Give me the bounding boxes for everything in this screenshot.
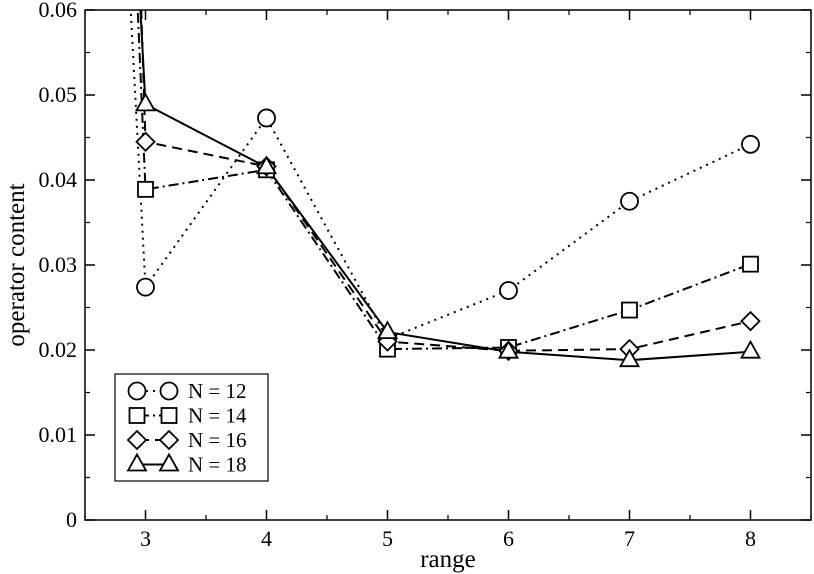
x-tick-label: 4 bbox=[261, 526, 272, 551]
data-point-triangle bbox=[376, 320, 399, 340]
legend-marker-circle bbox=[159, 381, 179, 401]
legend-marker-square bbox=[128, 407, 146, 424]
y-tick-label: 0 bbox=[66, 507, 77, 532]
series-markers bbox=[134, 92, 762, 368]
data-point-circle bbox=[741, 134, 760, 154]
data-point-square bbox=[621, 301, 638, 319]
axis-ticks: 0 0.01 0.02 0.03 0.04 0.05 0.06 3 4 5 6 7 8 bbox=[39, 0, 812, 551]
y-tick-label: 0.03 bbox=[39, 252, 78, 277]
y-tick-label: 0.02 bbox=[39, 337, 78, 362]
y-axis-label: operator content bbox=[3, 183, 30, 346]
x-tick-label: 5 bbox=[382, 526, 393, 551]
data-point-circle bbox=[136, 277, 155, 297]
data-point-diamond bbox=[740, 310, 761, 332]
legend-marker-square bbox=[160, 407, 178, 424]
legend-marker-diamond bbox=[126, 429, 148, 451]
legend-marker-triangle bbox=[126, 452, 148, 472]
series-line-circle bbox=[129, 10, 751, 341]
y-tick-label: 0.06 bbox=[39, 0, 78, 22]
legend-label: N = 18 bbox=[188, 453, 247, 477]
data-point-circle bbox=[620, 191, 639, 211]
legend-marker-triangle bbox=[158, 452, 180, 472]
data-point-square bbox=[137, 180, 154, 198]
data-point-diamond bbox=[135, 131, 156, 153]
x-tick-label: 7 bbox=[624, 526, 635, 551]
legend-marker-diamond bbox=[158, 429, 180, 451]
x-tick-label: 3 bbox=[140, 526, 151, 551]
legend: N = 12N = 14N = 16N = 18 bbox=[114, 373, 269, 482]
series-line-square bbox=[136, 10, 751, 351]
series-line-triangle bbox=[139, 10, 751, 362]
y-tick-label: 0.01 bbox=[39, 422, 78, 447]
data-point-triangle bbox=[739, 339, 762, 359]
legend-label: N = 12 bbox=[188, 379, 247, 403]
data-point-circle bbox=[499, 281, 518, 300]
x-axis-label: range bbox=[420, 546, 476, 573]
x-tick-label: 6 bbox=[503, 526, 514, 551]
data-point-triangle bbox=[255, 155, 278, 175]
data-point-square bbox=[742, 255, 759, 273]
data-point-triangle bbox=[134, 92, 157, 112]
series-lines bbox=[129, 10, 751, 362]
data-point-circle bbox=[257, 108, 276, 128]
legend-label: N = 16 bbox=[188, 428, 247, 452]
legend-label: N = 14 bbox=[188, 404, 247, 428]
y-tick-label: 0.04 bbox=[39, 167, 78, 192]
y-tick-label: 0.05 bbox=[39, 82, 78, 107]
data-point-triangle bbox=[618, 348, 641, 368]
x-tick-label: 8 bbox=[745, 526, 756, 551]
legend-marker-circle bbox=[127, 381, 147, 401]
data-point-triangle bbox=[497, 339, 520, 359]
